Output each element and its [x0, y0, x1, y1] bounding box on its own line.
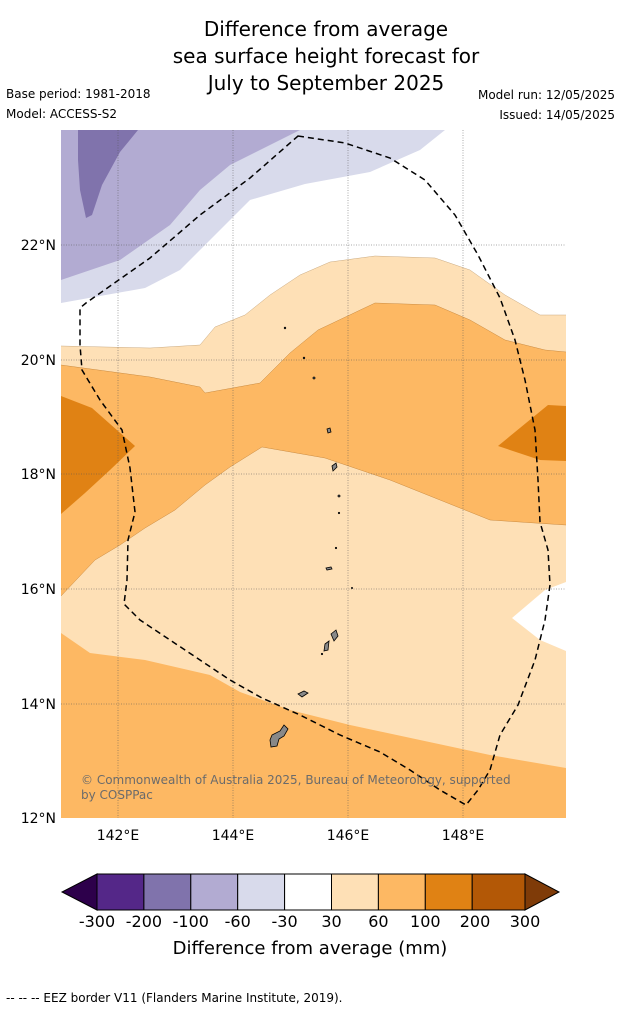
colorbar-bin [331, 873, 379, 911]
colorbar-tick: -200 [126, 912, 162, 931]
base-period-label: Base period: 1981-2018 [6, 87, 151, 101]
issued-label: Issued: 14/05/2025 [499, 108, 615, 122]
copyright-line-1: © Commonwealth of Australia 2025, Bureau… [81, 773, 511, 787]
colorbar-tick: 30 [321, 912, 341, 931]
lon-label-144: 144°E [212, 828, 255, 844]
lat-label-20: 20°N [21, 353, 56, 369]
longitude-labels: 142°E 144°E 146°E 148°E [97, 828, 485, 844]
colorbar: -300 -200 -100 -60 -30 30 60 100 200 300… [60, 873, 561, 959]
colorbar-under-triangle [60, 873, 98, 911]
band-minus100-minus200 [78, 130, 138, 218]
colorbar-tick: 100 [410, 912, 441, 931]
band-60-100-middle [61, 303, 566, 596]
colorbar-tick: 300 [510, 912, 541, 931]
title-line-1: Difference from average [203, 17, 449, 41]
lat-label-18: 18°N [21, 467, 56, 483]
colorbar-bin [237, 873, 286, 911]
colorbar-bin [284, 873, 333, 911]
colorbar-tick: -100 [173, 912, 209, 931]
colorbar-bin [143, 873, 192, 911]
band-100-200-east [498, 405, 566, 461]
lat-label-12: 12°N [21, 811, 56, 827]
islands [269, 326, 353, 748]
lat-label-16: 16°N [21, 582, 56, 598]
latitude-labels: 22°N 20°N 18°N 16°N 14°N 12°N [21, 238, 56, 827]
title-line-2: sea surface height forecast for [172, 44, 480, 68]
model-label: Model: ACCESS-S2 [6, 107, 118, 121]
colorbar-bin [377, 873, 426, 911]
neutral-zone-east [512, 582, 566, 651]
lat-label-14: 14°N [21, 697, 56, 713]
lon-label-142: 142°E [97, 828, 140, 844]
gridlines [61, 130, 566, 818]
title-line-3: July to September 2025 [207, 71, 445, 95]
colorbar-bin [424, 873, 473, 911]
colorbar-bin [96, 873, 145, 911]
eez-border [79, 135, 551, 806]
lon-label-146: 146°E [327, 828, 370, 844]
eez-legend-footer: -- -- -- EEZ border V11 (Flanders Marine… [6, 991, 343, 1005]
band-minus60-minus100 [61, 130, 300, 280]
chart-title: Difference from average sea surface heig… [0, 16, 621, 97]
colorbar-tick: 200 [460, 912, 491, 931]
map-plot-area [61, 130, 566, 818]
model-run-label: Model run: 12/05/2025 [477, 88, 615, 102]
colorbar-bin [471, 873, 526, 911]
copyright-line-2: by COSPPac [81, 788, 153, 802]
colorbar-tick: -300 [79, 912, 115, 931]
lon-label-148: 148°E [442, 828, 485, 844]
colorbar-label: Difference from average (mm) [173, 938, 448, 959]
band-100-200-west [61, 396, 135, 514]
colorbar-tick: -30 [272, 912, 298, 931]
colorbar-over-triangle [524, 873, 561, 911]
band-60-100-south [61, 633, 566, 818]
colorbar-bin [190, 873, 239, 911]
colorbar-tick: 60 [368, 912, 388, 931]
lat-label-22: 22°N [21, 238, 56, 254]
colorbar-tick: -60 [225, 912, 251, 931]
